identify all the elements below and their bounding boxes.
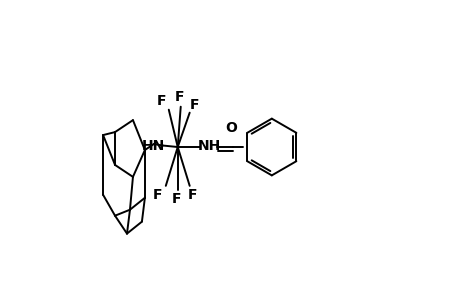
Text: F: F xyxy=(153,188,162,202)
Text: F: F xyxy=(171,192,180,206)
Text: F: F xyxy=(188,188,197,202)
Text: HN: HN xyxy=(142,139,165,152)
Text: NH: NH xyxy=(197,139,220,152)
Text: F: F xyxy=(189,98,198,112)
Text: F: F xyxy=(174,90,184,104)
Text: O: O xyxy=(224,121,236,135)
Text: F: F xyxy=(157,94,166,108)
